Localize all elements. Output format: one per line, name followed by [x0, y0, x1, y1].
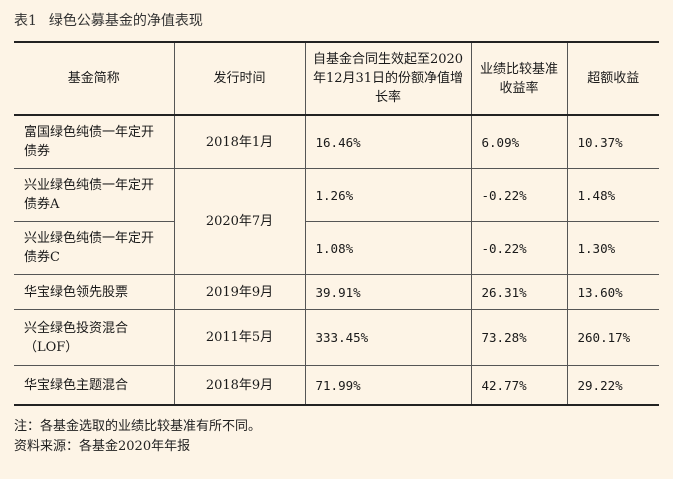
- header-excess-return: 超额收益: [566, 41, 659, 116]
- header-nav-growth: 自基金合同生效起至2020年12月31日的份额净值增长率: [304, 41, 472, 116]
- cell-fund-name: 华宝绿色主题混合: [14, 365, 175, 406]
- cell-benchmark-return: 26.31%: [470, 274, 568, 310]
- table-row: 兴全绿色投资混合（LOF） 2011年5月 333.45% 73.28% 260…: [14, 309, 659, 366]
- cell-excess-return: 260.17%: [566, 309, 659, 366]
- cell-benchmark-return: -0.22%: [470, 221, 568, 275]
- cell-issue-date: 2018年1月: [173, 114, 306, 169]
- cell-excess-return: 1.30%: [566, 221, 659, 275]
- table-row: 兴业绿色纯债一年定开债券C 1.08% -0.22% 1.30%: [14, 221, 659, 275]
- cell-fund-name: 兴业绿色纯债一年定开债券A: [14, 168, 175, 222]
- cell-issue-date: 2020年7月: [173, 168, 306, 275]
- cell-excess-return: 1.48%: [566, 168, 659, 222]
- fund-performance-table: 基金简称 发行时间 自基金合同生效起至2020年12月31日的份额净值增长率 业…: [14, 41, 659, 406]
- cell-fund-name: 兴业绿色纯债一年定开债券C: [14, 221, 175, 275]
- cell-nav-growth: 39.91%: [304, 274, 472, 310]
- cell-excess-return: 10.37%: [566, 114, 659, 169]
- table-row: 华宝绿色主题混合 2018年9月 71.99% 42.77% 29.22%: [14, 365, 659, 406]
- header-fund-name: 基金简称: [14, 41, 175, 116]
- cell-nav-growth: 1.08%: [304, 221, 472, 275]
- cell-nav-growth: 333.45%: [304, 309, 472, 366]
- cell-excess-return: 13.60%: [566, 274, 659, 310]
- cell-issue-date: 2019年9月: [173, 274, 306, 310]
- cell-fund-name: 华宝绿色领先股票: [14, 274, 175, 310]
- table-number: 表1: [14, 13, 37, 29]
- table-notes: 注：各基金选取的业绩比较基准有所不同。 资料来源：各基金2020年年报: [14, 417, 261, 457]
- table-row: 华宝绿色领先股票 2019年9月 39.91% 26.31% 13.60%: [14, 274, 659, 310]
- table-header-row: 基金简称 发行时间 自基金合同生效起至2020年12月31日的份额净值增长率 业…: [14, 41, 659, 116]
- table-row: 富国绿色纯债一年定开债券 2018年1月 16.46% 6.09% 10.37%: [14, 114, 659, 169]
- cell-excess-return: 29.22%: [566, 365, 659, 406]
- cell-issue-date: 2011年5月: [173, 309, 306, 366]
- cell-benchmark-return: 6.09%: [470, 114, 568, 169]
- cell-benchmark-return: -0.22%: [470, 168, 568, 222]
- cell-benchmark-return: 42.77%: [470, 365, 568, 406]
- table-title: 表1 绿色公募基金的净值表现: [14, 10, 203, 30]
- header-issue-date: 发行时间: [173, 41, 306, 116]
- cell-nav-growth: 16.46%: [304, 114, 472, 169]
- cell-nav-growth: 1.26%: [304, 168, 472, 222]
- cell-issue-date: 2018年9月: [173, 365, 306, 406]
- cell-fund-name: 兴全绿色投资混合（LOF）: [14, 309, 175, 366]
- table-title-text: 绿色公募基金的净值表现: [48, 13, 203, 29]
- cell-benchmark-return: 73.28%: [470, 309, 568, 366]
- cell-nav-growth: 71.99%: [304, 365, 472, 406]
- footnote: 注：各基金选取的业绩比较基准有所不同。: [14, 419, 262, 434]
- table-row: 兴业绿色纯债一年定开债券A 2020年7月 1.26% -0.22% 1.48%: [14, 168, 659, 275]
- cell-fund-name: 富国绿色纯债一年定开债券: [14, 114, 175, 169]
- header-benchmark-return: 业绩比较基准收益率: [470, 41, 568, 116]
- source-note: 资料来源：各基金2020年年报: [14, 439, 191, 454]
